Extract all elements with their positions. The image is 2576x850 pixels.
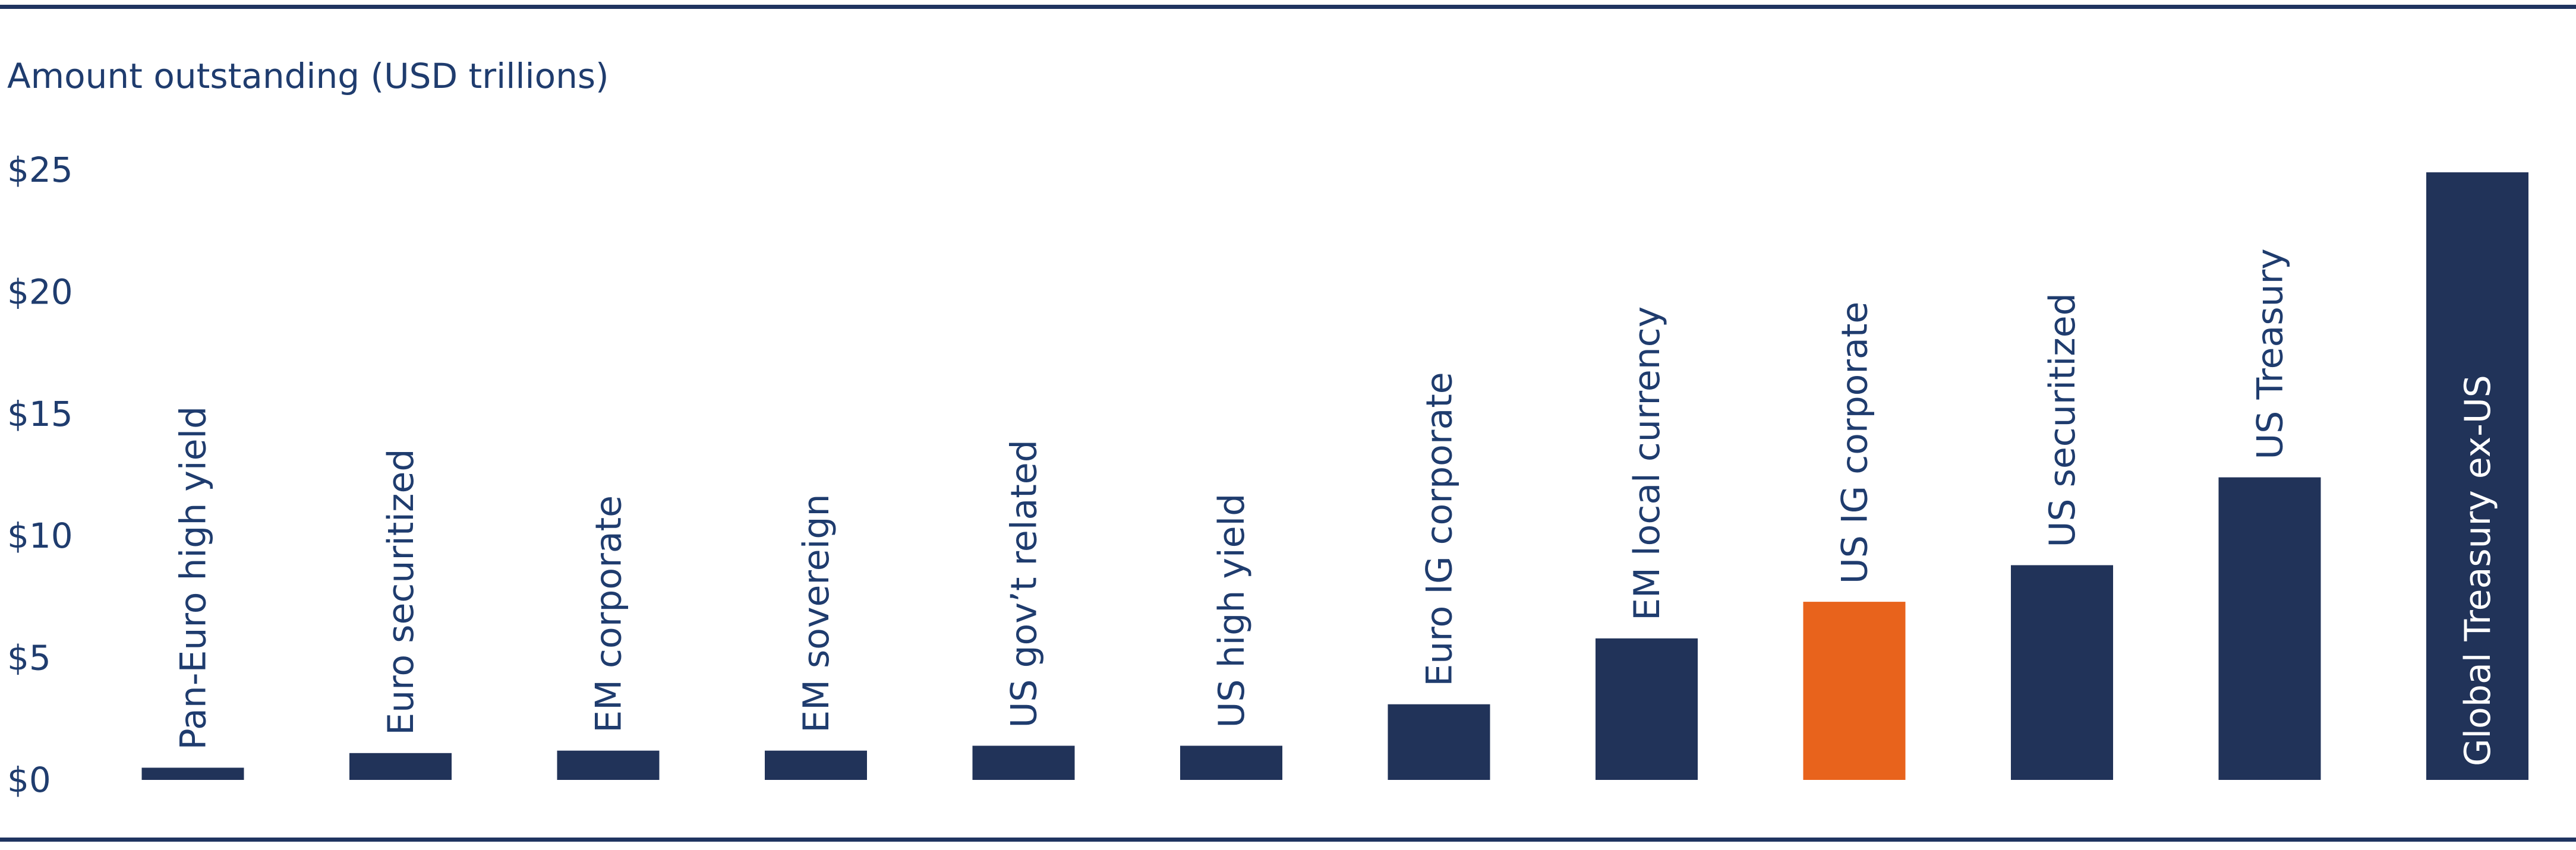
bar bbox=[972, 745, 1075, 780]
bar bbox=[349, 753, 452, 780]
bar bbox=[141, 767, 244, 780]
y-tick-label: $5 bbox=[7, 638, 51, 678]
bar-label: Euro IG corporate bbox=[1419, 372, 1461, 686]
y-axis-label: Amount outstanding (USD trillions) bbox=[7, 56, 609, 96]
bars bbox=[141, 172, 2528, 780]
y-tick-label: $15 bbox=[7, 394, 73, 434]
bar-label: EM local currency bbox=[1626, 306, 1668, 621]
bar-label: Global Treasury ex-US bbox=[2457, 375, 2499, 766]
y-tick-label: $20 bbox=[7, 271, 73, 312]
bar-label: US securitized bbox=[2042, 293, 2083, 547]
bar-label: EM sovereign bbox=[796, 494, 837, 733]
y-axis-ticks: $0 $5 $10 $15 $20 $25 bbox=[7, 150, 73, 800]
bar bbox=[1388, 704, 1490, 780]
y-tick-label: $0 bbox=[7, 760, 51, 800]
bar-label: Euro securitized bbox=[380, 449, 422, 735]
top-rule bbox=[0, 5, 2576, 9]
bar-label: US gov’t related bbox=[1004, 440, 1045, 728]
bar-label: US high yield bbox=[1211, 494, 1253, 728]
bar-label: US IG corporate bbox=[1834, 302, 1876, 584]
bar-label: US Treasury bbox=[2250, 248, 2291, 459]
y-tick-label: $25 bbox=[7, 150, 73, 190]
bar-label: Pan-Euro high yield bbox=[173, 406, 215, 750]
bar-label: EM corporate bbox=[588, 495, 630, 733]
bar bbox=[765, 750, 867, 780]
bar-labels: Pan-Euro high yield Euro securitized EM co… bbox=[173, 248, 2499, 766]
bottom-rule bbox=[0, 838, 2576, 842]
bar bbox=[557, 750, 660, 780]
bar bbox=[2426, 172, 2528, 780]
bar bbox=[2218, 477, 2321, 780]
bar bbox=[1180, 745, 1282, 780]
bar bbox=[1596, 638, 1698, 780]
bar bbox=[1803, 602, 1906, 780]
bar bbox=[2011, 565, 2113, 780]
y-tick-label: $10 bbox=[7, 516, 73, 556]
